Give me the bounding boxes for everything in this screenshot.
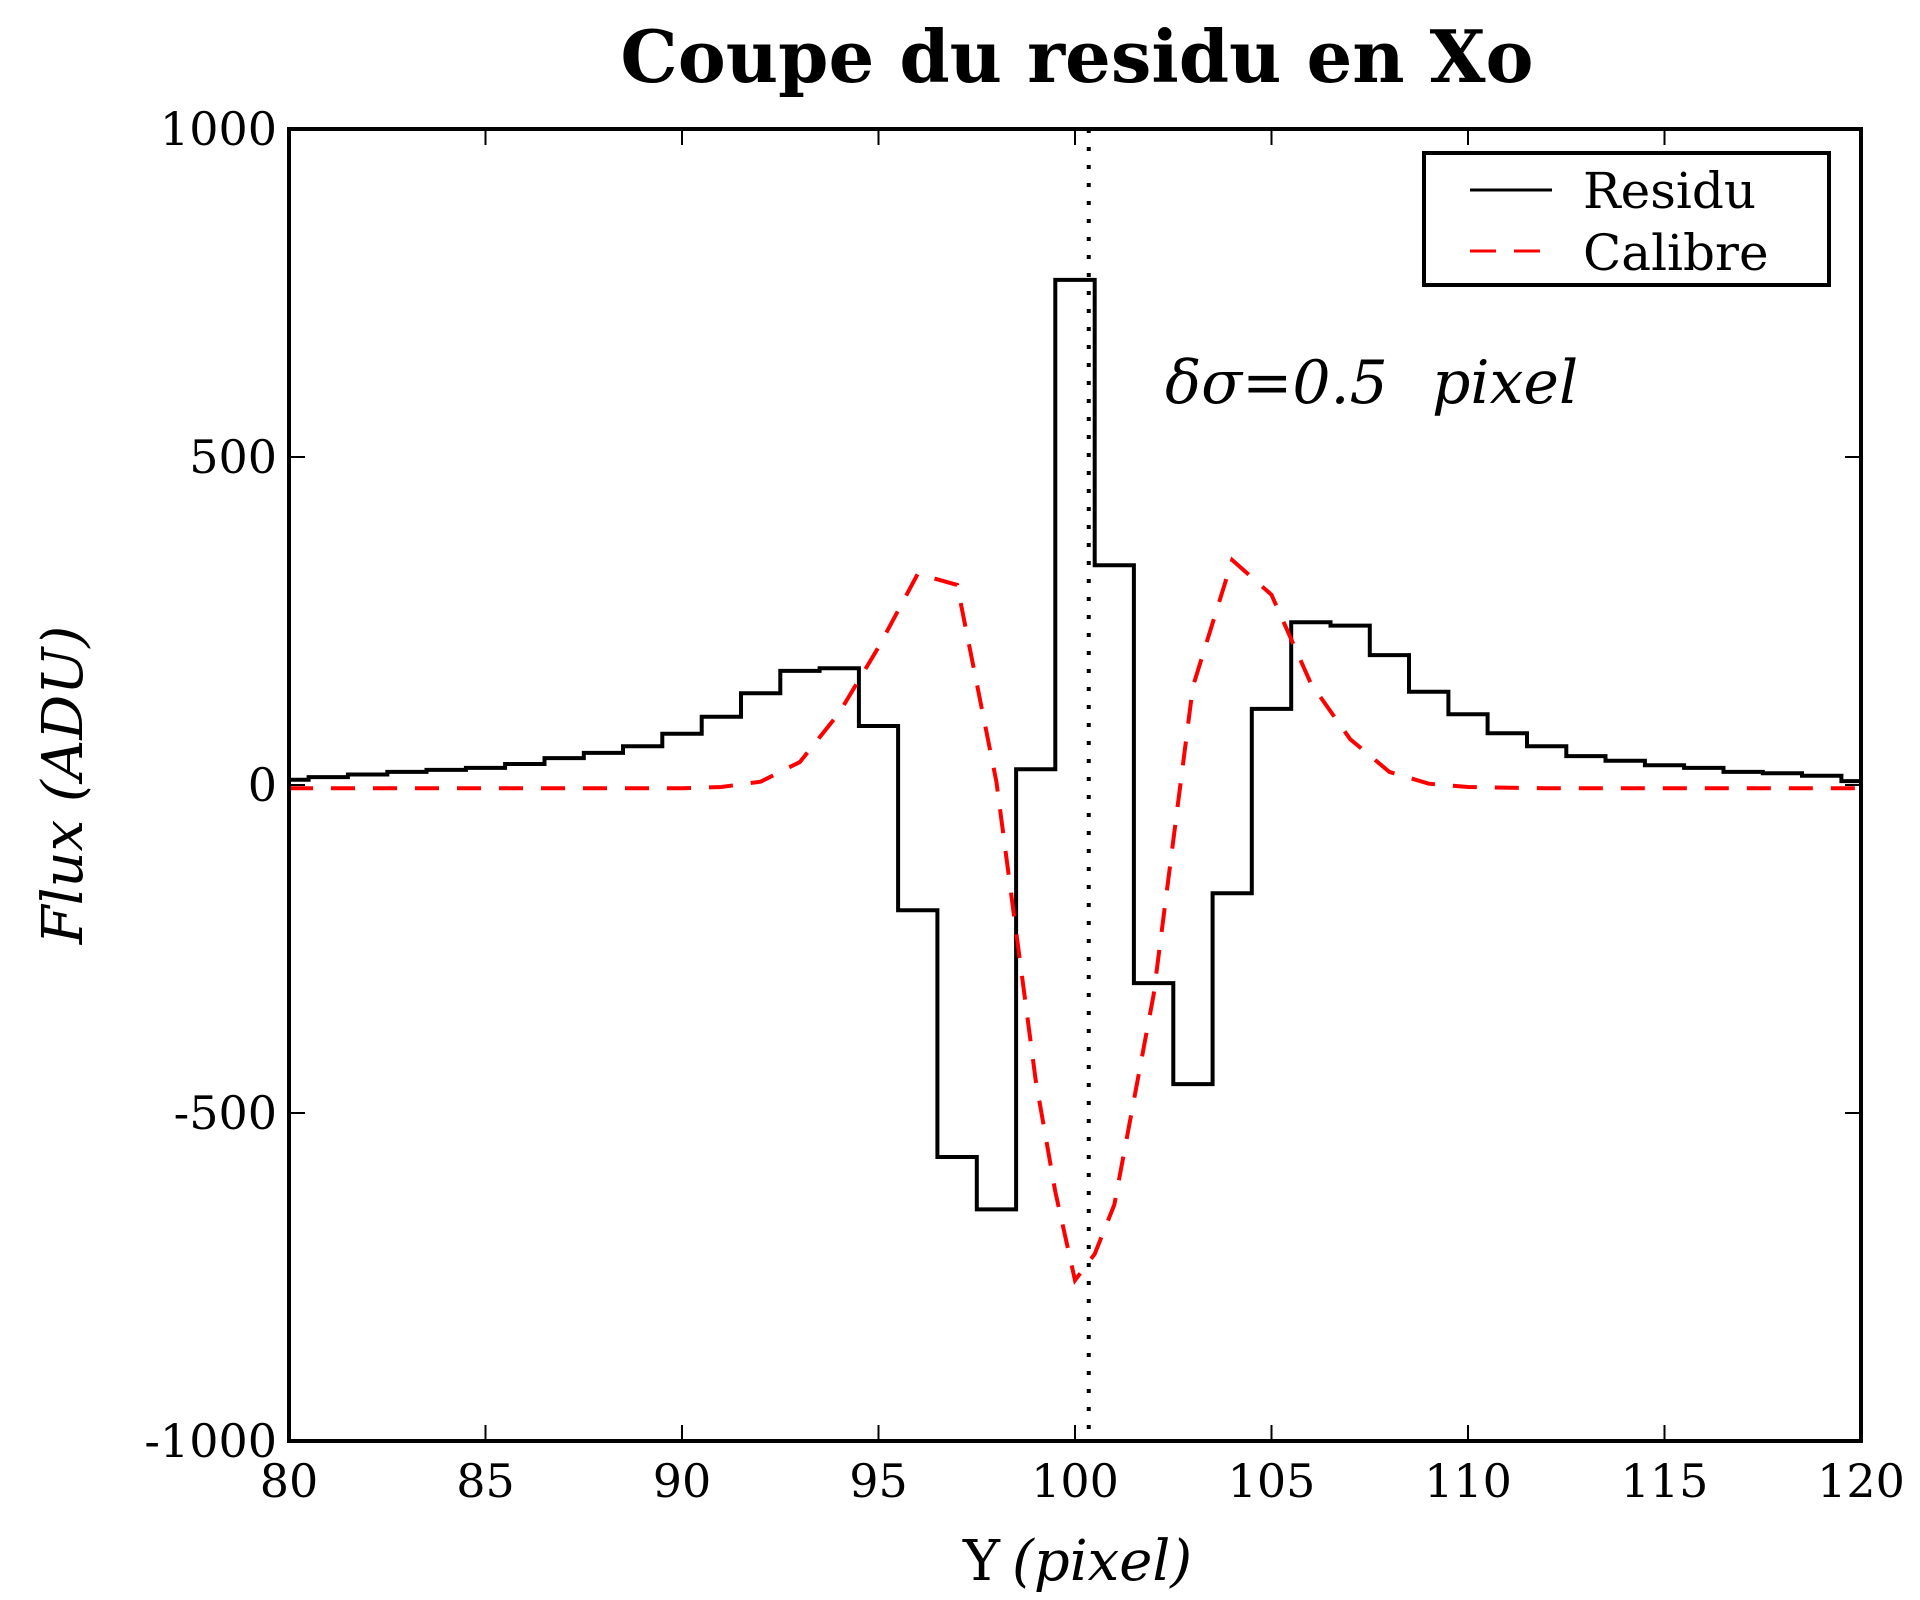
y-tick-label: 1000: [160, 102, 277, 156]
y-tick-label: 500: [189, 430, 277, 484]
legend: Residu Calibre: [1422, 151, 1831, 287]
plot-area: [289, 129, 1861, 1441]
x-tick-label: 95: [849, 1454, 908, 1508]
x-axis-label-unit: (pixel): [1012, 1529, 1192, 1594]
x-tick-label: 90: [653, 1454, 712, 1508]
x-tick-label: 80: [260, 1454, 319, 1508]
x-tick-label: 105: [1228, 1454, 1316, 1508]
y-tick-label: -500: [174, 1086, 277, 1140]
legend-calibre-label: Calibre: [1583, 224, 1769, 282]
x-tick-label: 85: [456, 1454, 515, 1508]
plot-frame: [287, 127, 1863, 1443]
series-residu: [289, 277, 1861, 1212]
x-axis-label-main: Y: [962, 1529, 1001, 1594]
annotation-prefix: δσ=0.5: [1165, 348, 1388, 418]
chart-title: Coupe du residu en Xo: [620, 14, 1533, 99]
x-axis-label: Y (pixel): [962, 1529, 1192, 1594]
legend-residu-label: Residu: [1583, 162, 1756, 220]
series-calibre: [289, 556, 1861, 1285]
y-tick-label: 0: [248, 758, 277, 812]
axis-ticks: 80 85 90 95 100 105 110 115 120 -1000 -500 0 500 1000: [144, 102, 1905, 1508]
annotation-suffix: pixel: [1432, 348, 1578, 418]
y-tick-label: -1000: [144, 1414, 277, 1468]
sigma-annotation: δσ=0.5 pixel: [1165, 348, 1578, 418]
x-tick-label: 110: [1424, 1454, 1512, 1508]
legend-box: [1422, 151, 1831, 287]
x-tick-label: 120: [1817, 1454, 1905, 1508]
y-axis-label: Flux (ADU): [31, 626, 96, 945]
x-tick-label: 115: [1621, 1454, 1709, 1508]
x-tick-label: 100: [1031, 1454, 1119, 1508]
